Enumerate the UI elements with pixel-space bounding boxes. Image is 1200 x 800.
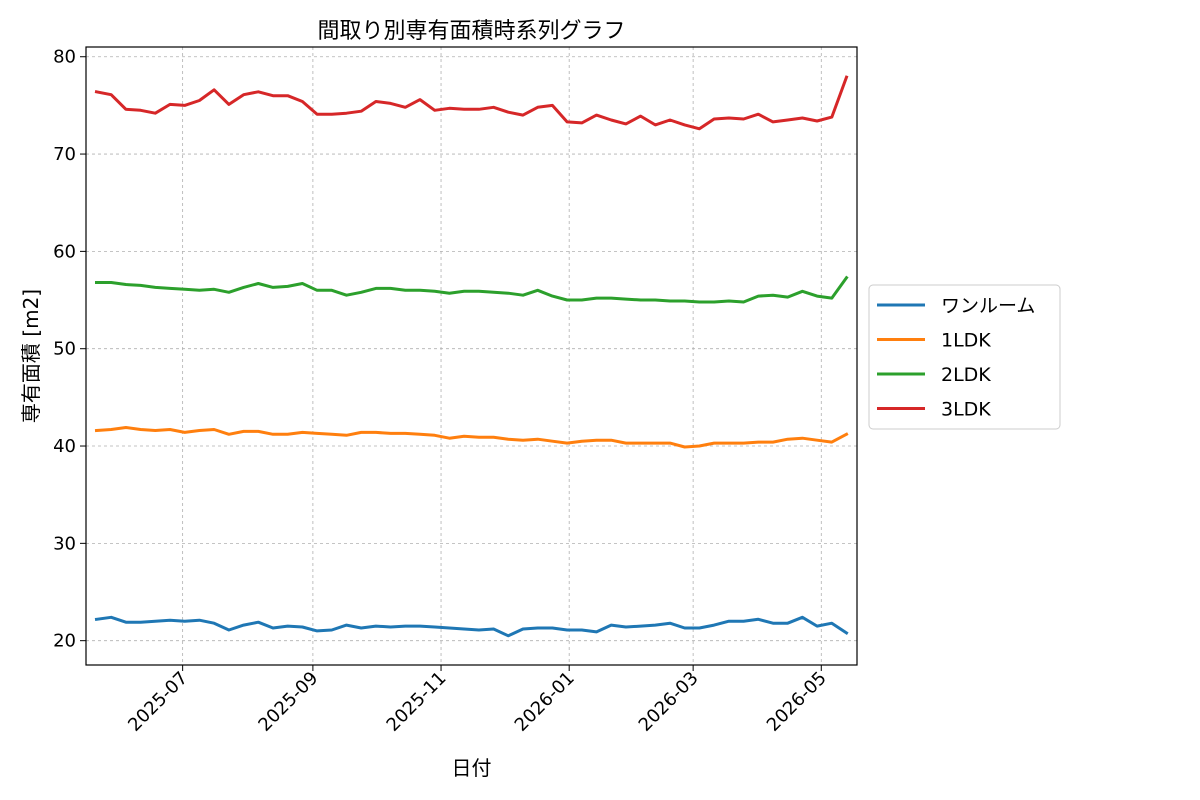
series-lines [94,75,849,638]
y-tick-label: 40 [53,436,76,457]
y-tick-label: 70 [53,144,76,165]
legend-box [868,284,1061,430]
y-axis-title: 専有面積 [m2] [19,289,43,423]
y-tick-label: 20 [53,631,76,652]
legend-label: 2LDK [941,364,991,386]
series-line [94,75,849,131]
legend: ワンルーム 1LDK 2LDK 3LDK [868,284,1061,430]
series-line [94,426,849,449]
legend-label: ワンルーム [941,295,1035,317]
series-line [94,615,849,638]
y-tick-label: 30 [53,533,76,554]
legend-label: 1LDK [941,330,991,352]
plot-area-frame [85,46,858,666]
y-tick-label: 80 [53,47,76,68]
legend-label: 3LDK [941,399,991,421]
y-tick-label: 60 [53,241,76,262]
y-tick-label: 50 [53,339,76,360]
grid [86,47,857,665]
chart-title: 間取り別専有面積時系列グラフ [317,19,625,44]
x-axis-title: 日付 [452,756,492,780]
series-line [95,275,849,304]
